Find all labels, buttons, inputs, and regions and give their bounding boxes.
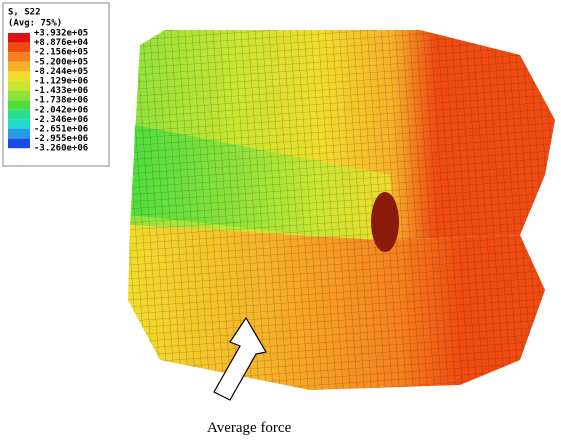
legend-swatch (8, 62, 30, 72)
mesh-overlay (128, 30, 555, 390)
legend-label: -1.433e+06 (34, 86, 88, 96)
legend-swatch (8, 33, 30, 43)
legend-label: +3.932e+05 (34, 29, 88, 39)
legend-label: -2.346e+06 (34, 115, 88, 125)
legend-swatch (8, 110, 30, 120)
legend-label: -2.955e+06 (34, 134, 88, 144)
legend: S, S22 (Avg: 75%) +3.932e+05+8.876e+04-2… (3, 3, 109, 166)
fea-model (128, 30, 555, 390)
legend-label: -2.651e+06 (34, 125, 88, 135)
legend-swatch (8, 91, 30, 101)
screenshot: S, S22 (Avg: 75%) +3.932e+05+8.876e+04-2… (0, 0, 561, 440)
legend-label: -3.260e+06 (34, 144, 88, 154)
caption: Average force (207, 420, 292, 436)
legend-label: -2.042e+06 (34, 105, 88, 115)
legend-swatch (8, 100, 30, 110)
legend-swatch (8, 43, 30, 53)
legend-label: -5.200e+05 (34, 57, 88, 67)
legend-swatch (8, 129, 30, 139)
legend-swatch (8, 139, 30, 149)
legend-label: -2.156e+05 (34, 48, 88, 58)
legend-label: -1.738e+06 (34, 96, 88, 106)
legend-title: S, S22 (8, 8, 41, 18)
legend-label: -1.129e+06 (34, 77, 88, 87)
legend-swatch (8, 81, 30, 91)
legend-swatch (8, 119, 30, 129)
legend-label: -8.244e+05 (34, 67, 88, 77)
legend-swatch (8, 71, 30, 81)
legend-label: +8.876e+04 (34, 38, 89, 48)
legend-subtitle: (Avg: 75%) (8, 19, 62, 29)
bore-hole (371, 192, 399, 252)
legend-swatch (8, 52, 30, 62)
